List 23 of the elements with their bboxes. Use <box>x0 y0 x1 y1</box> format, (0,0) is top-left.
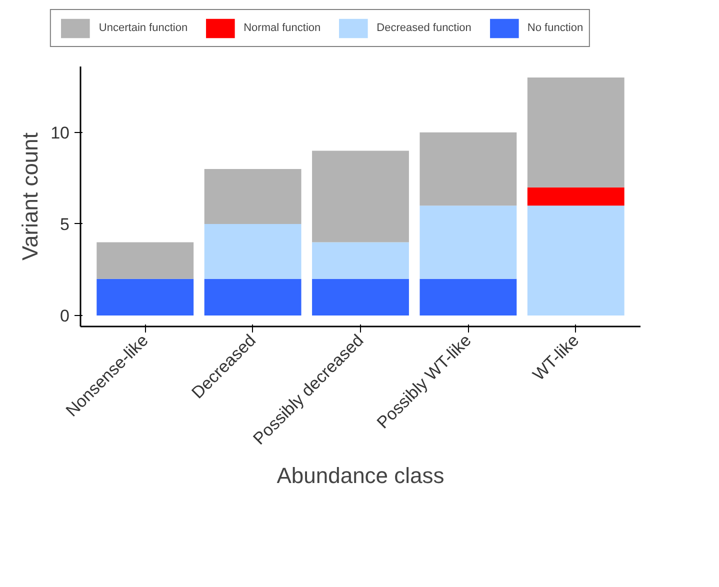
bar <box>204 224 302 279</box>
bar <box>527 206 624 316</box>
legend-label: Decreased function <box>376 22 472 34</box>
bar <box>420 278 517 316</box>
bar <box>312 150 409 242</box>
x-axis-title: Abundance class <box>276 463 444 488</box>
y-tick-label: 5 <box>60 214 70 234</box>
bar <box>204 169 302 224</box>
y-tick-label: 0 <box>60 306 70 326</box>
y-tick-label: 10 <box>50 123 70 142</box>
legend-label: No function <box>527 22 584 34</box>
bar <box>96 242 194 279</box>
bar <box>527 77 624 188</box>
bar <box>527 187 624 206</box>
legend-label: Uncertain function <box>98 22 188 34</box>
bar <box>312 278 409 316</box>
bar <box>204 278 302 316</box>
legend-label: Normal function <box>244 22 321 34</box>
y-axis-title: Variant count <box>18 132 43 260</box>
bar <box>420 132 517 206</box>
bar <box>312 242 409 279</box>
bar <box>96 278 194 316</box>
bar <box>420 206 517 279</box>
